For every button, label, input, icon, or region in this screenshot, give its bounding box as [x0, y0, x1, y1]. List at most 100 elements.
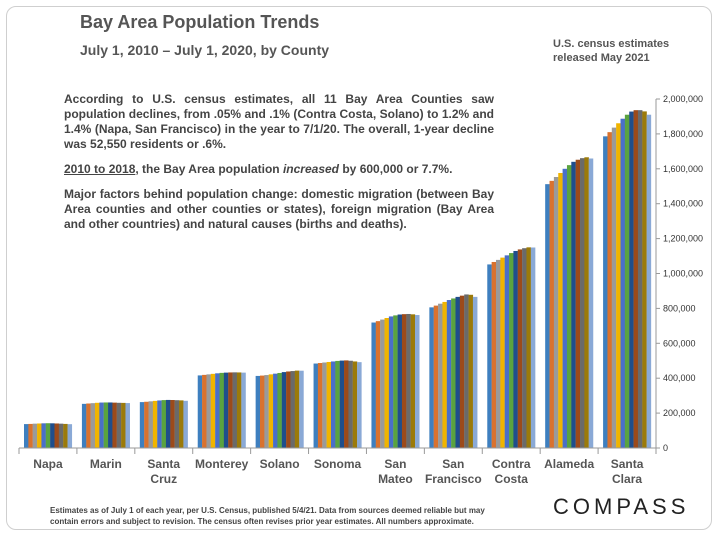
bar — [161, 400, 167, 448]
bar — [268, 374, 274, 448]
bar-group-santa-clara — [603, 110, 652, 449]
bar — [513, 250, 518, 448]
bar — [37, 423, 42, 448]
bar — [86, 403, 91, 448]
footer-line-2: contain errors and subject to revision. … — [50, 517, 474, 526]
bar — [566, 165, 572, 448]
bar — [545, 184, 550, 448]
bar — [580, 158, 585, 448]
bar — [526, 247, 531, 448]
bar — [335, 360, 340, 448]
bar — [517, 249, 523, 448]
bar — [487, 264, 492, 448]
bar — [41, 423, 46, 448]
bar — [157, 400, 162, 448]
y-tick-label: 1,600,000 — [663, 164, 703, 174]
commentary-emphasis-increased: increased — [282, 162, 340, 176]
bar — [620, 118, 626, 448]
bar-group-sonoma — [313, 360, 362, 448]
bar — [339, 360, 345, 448]
commentary-text-a: , the Bay Area population — [135, 162, 283, 176]
bar — [277, 372, 282, 448]
bar — [116, 402, 122, 448]
source-note-line2: released May 2021 — [553, 52, 650, 64]
category-label: Marin — [90, 457, 122, 471]
bar — [99, 402, 104, 448]
bar — [375, 321, 381, 448]
bar — [174, 400, 180, 448]
commentary-text-b: by 600,000 or 7.7%. — [339, 162, 453, 176]
bar — [313, 363, 319, 448]
source-note: U.S. census estimates released May 2021 — [553, 37, 683, 65]
category-label: San Francisco — [425, 457, 482, 486]
bar — [206, 374, 211, 448]
bar — [455, 296, 461, 448]
bar — [495, 259, 501, 448]
bar-group-san-mateo — [371, 313, 420, 448]
bar — [397, 314, 403, 448]
bar — [472, 296, 478, 448]
commentary-emphasis-period: 2010 to 2018 — [64, 162, 136, 176]
bar — [121, 402, 126, 448]
bar — [210, 373, 216, 448]
bar — [607, 132, 612, 448]
bar — [509, 253, 514, 448]
category-label: Sonoma — [314, 457, 362, 471]
bar — [299, 370, 304, 448]
bar-group-contra-costa — [487, 247, 536, 448]
bar — [575, 159, 581, 449]
bar — [571, 161, 576, 448]
axes-group: 0 200,000 400,000 600,000 800,000 1,000,000 1,… — [18, 94, 703, 486]
y-tick-label: 1,800,000 — [663, 129, 703, 139]
category-label: Contra Costa — [492, 457, 531, 486]
bar — [32, 423, 38, 448]
compass-logo: COMPASS — [553, 494, 690, 519]
bar — [264, 375, 269, 448]
bar — [415, 315, 420, 448]
bar — [530, 247, 536, 448]
bar — [90, 403, 96, 448]
page-subtitle: July 1, 2010 – July 1, 2020, by County — [80, 42, 330, 58]
category-label: Santa Clara — [611, 457, 644, 486]
bar — [223, 372, 229, 448]
category-label: Solano — [260, 457, 300, 471]
category-label: Monterey — [195, 457, 249, 471]
bar — [468, 294, 474, 448]
bar — [446, 300, 452, 448]
y-tick-label: 1,400,000 — [663, 199, 703, 209]
bar — [637, 110, 643, 449]
bar — [54, 423, 59, 448]
bar — [646, 114, 652, 449]
commentary-paragraph-2: 2010 to 2018, the Bay Area population in… — [64, 162, 494, 177]
bar-group-solano — [255, 370, 304, 448]
bar — [442, 301, 447, 448]
commentary-paragraph-1: According to U.S. census estimates, all … — [64, 92, 494, 151]
bar-group-alameda — [545, 157, 594, 449]
y-tick-label: 1,200,000 — [663, 234, 703, 244]
category-label: San Mateo — [378, 457, 413, 486]
bar — [50, 423, 55, 448]
bar — [410, 314, 416, 448]
bar — [357, 362, 362, 448]
bar — [438, 303, 443, 448]
commentary-paragraph-3: Major factors behind population change: … — [64, 187, 494, 231]
bar — [125, 403, 130, 448]
y-tick-label: 400,000 — [663, 373, 696, 383]
bar — [553, 177, 559, 448]
bar — [281, 372, 287, 448]
bar — [219, 372, 225, 448]
bar — [611, 127, 617, 449]
bar — [433, 305, 439, 448]
y-tick-label: 800,000 — [663, 303, 696, 313]
bar — [330, 361, 336, 448]
bar — [371, 322, 376, 448]
commentary: According to U.S. census estimates, all … — [64, 92, 494, 242]
bar — [183, 400, 188, 448]
bar — [633, 110, 639, 449]
bar — [144, 401, 149, 448]
bar — [294, 370, 300, 448]
y-tick-label: 0 — [663, 443, 668, 453]
bar-group-napa — [24, 423, 73, 448]
bar — [165, 399, 171, 448]
